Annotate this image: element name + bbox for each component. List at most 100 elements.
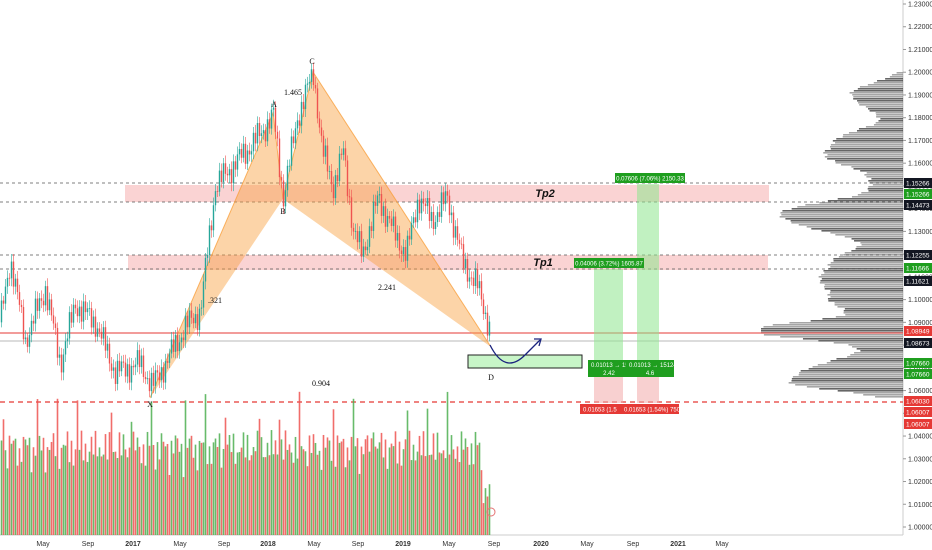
volume-profile-bar bbox=[853, 98, 903, 100]
volume-bar bbox=[432, 433, 435, 535]
candle-body bbox=[358, 231, 361, 243]
volume-profile-bar bbox=[868, 180, 903, 182]
volume-bar bbox=[440, 453, 443, 535]
volume-bar bbox=[116, 458, 119, 535]
price-tag-bg bbox=[904, 189, 932, 199]
volume-bar bbox=[24, 439, 27, 535]
candle-body bbox=[350, 197, 353, 228]
candle-body bbox=[296, 120, 299, 129]
candle-body bbox=[60, 354, 63, 373]
volume-bar bbox=[404, 439, 407, 535]
volume-profile-bar bbox=[819, 282, 903, 284]
volume-bar bbox=[434, 459, 437, 535]
candle-body bbox=[342, 148, 345, 155]
volume-profile-bar bbox=[876, 116, 903, 118]
candle-body bbox=[326, 145, 329, 172]
volume-bar bbox=[26, 445, 29, 535]
time-tick-label: Sep bbox=[627, 541, 640, 548]
volume-profile-bar bbox=[851, 166, 903, 168]
candle-body bbox=[46, 286, 49, 311]
volume-profile-bar bbox=[848, 344, 903, 346]
volume-bar bbox=[238, 452, 241, 535]
candle-body bbox=[80, 306, 83, 322]
candle-body bbox=[478, 281, 481, 289]
volume-bar bbox=[338, 442, 341, 535]
volume-profile-bar bbox=[789, 322, 903, 324]
volume-bar bbox=[106, 459, 109, 535]
tp2-target-tag[interactable]: 0.07606 (7.06%) 2150.33 bbox=[615, 173, 685, 183]
candle-body bbox=[242, 143, 245, 158]
candle-body bbox=[394, 216, 397, 241]
volume-bar bbox=[292, 462, 295, 535]
volume-bar bbox=[284, 430, 287, 535]
entry-zone-box[interactable] bbox=[467, 354, 583, 369]
entry-tag-2-line1: 0.01013 → 15124 bbox=[629, 363, 677, 369]
candle-body bbox=[24, 337, 27, 340]
candle-body bbox=[158, 372, 161, 381]
volume-bar bbox=[244, 457, 247, 535]
volume-profile-bar bbox=[851, 250, 903, 252]
volume-bar bbox=[304, 451, 307, 535]
point-d-label: D bbox=[488, 373, 494, 382]
volume-profile-bar bbox=[791, 378, 903, 380]
volume-profile-bar bbox=[800, 370, 903, 372]
long-position-2-loss[interactable] bbox=[637, 377, 659, 403]
volume-profile-bar bbox=[854, 352, 903, 354]
tp1-target-tag[interactable]: 0.04006 (3.72%) 1605.87 bbox=[574, 258, 644, 268]
candle-body bbox=[198, 308, 201, 331]
time-tick-label: Sep bbox=[488, 541, 501, 548]
candle-body bbox=[364, 246, 367, 251]
volume-bar bbox=[50, 441, 53, 535]
candle-body bbox=[130, 365, 133, 383]
candle-body bbox=[98, 328, 101, 332]
volume-bar bbox=[66, 431, 69, 535]
candle-body bbox=[336, 175, 339, 182]
volume-bar bbox=[58, 468, 61, 535]
volume-bar bbox=[72, 465, 75, 535]
long-position-1-profit[interactable] bbox=[594, 269, 623, 363]
entry-tag-1[interactable]: 0.01013 → 15 2.42 bbox=[588, 360, 630, 377]
candle-body bbox=[12, 261, 15, 287]
candle-body bbox=[6, 277, 9, 287]
candle-body bbox=[422, 198, 425, 204]
candle-body bbox=[486, 312, 489, 336]
entry-tag-2-line2: 4.6 bbox=[646, 371, 655, 377]
volume-bar bbox=[388, 447, 391, 535]
long-position-2-profit[interactable] bbox=[637, 184, 659, 363]
volume-profile-bar bbox=[821, 230, 903, 232]
volume-profile-bar bbox=[875, 112, 903, 114]
volume-profile-bar bbox=[875, 396, 903, 398]
candle-body bbox=[396, 232, 399, 241]
candle-body bbox=[300, 101, 303, 126]
volume-bar bbox=[326, 437, 329, 535]
volume-profile-bar bbox=[785, 218, 903, 220]
candle-body bbox=[152, 372, 155, 386]
entry-tag-2-bg bbox=[626, 360, 674, 377]
candle-body bbox=[96, 328, 99, 337]
volume-profile-bar bbox=[856, 348, 903, 350]
volume-profile-bar bbox=[855, 248, 903, 250]
long-position-1-loss[interactable] bbox=[594, 377, 623, 403]
volume-profile-bar bbox=[763, 334, 903, 336]
stop-tag-2[interactable]: 0.01653 (1.54%) 750 bbox=[621, 404, 681, 414]
candle-body bbox=[52, 315, 55, 324]
candle-body bbox=[488, 321, 491, 336]
volume-profile-bar bbox=[861, 244, 903, 246]
volume-profile-bar bbox=[861, 192, 903, 194]
candle-body bbox=[480, 281, 483, 300]
volume-bar bbox=[376, 448, 379, 535]
entry-tag-2[interactable]: 0.01013 → 15124 4.6 bbox=[626, 360, 677, 377]
candle-body bbox=[100, 331, 103, 339]
volume-bar bbox=[208, 446, 211, 535]
volume-bar bbox=[142, 444, 145, 535]
price-tag-label: 1.14473 bbox=[906, 203, 930, 210]
position-tools[interactable] bbox=[467, 184, 659, 517]
volume-bar bbox=[174, 435, 177, 535]
volume-bar bbox=[30, 472, 33, 535]
price-tag-bg bbox=[904, 358, 932, 368]
volume-profile-bar bbox=[798, 224, 903, 226]
candle-body bbox=[170, 339, 173, 354]
stop-tag-1[interactable]: 0.01653 (1.5 bbox=[580, 404, 626, 414]
